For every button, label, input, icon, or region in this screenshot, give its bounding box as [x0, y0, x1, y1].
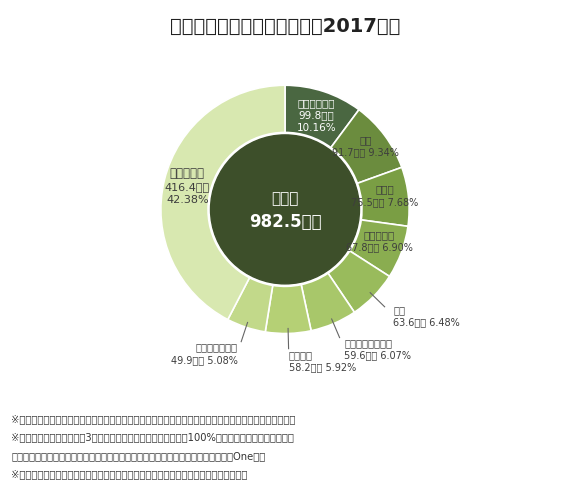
Text: 49.9兆円 5.08%: 49.9兆円 5.08% [170, 355, 237, 365]
Text: 416.4兆円: 416.4兆円 [165, 182, 210, 192]
Text: 58.2兆円 5.92%: 58.2兆円 5.92% [289, 363, 356, 372]
Text: ※その他産業は、全産業の実質国内生産額の合計値から各産業の実質国内生産額を差し引いたものです。: ※その他産業は、全産業の実質国内生産額の合計値から各産業の実質国内生産額を差し引… [11, 414, 296, 424]
Text: 42.38%: 42.38% [166, 196, 209, 205]
Text: 出所：総務省「令和元年　情報通信白書」のデータをもとにアセットマネジメントOne作成: 出所：総務省「令和元年 情報通信白書」のデータをもとにアセットマネジメントOne… [11, 451, 266, 461]
Text: 全産業: 全産業 [271, 191, 299, 206]
Wedge shape [328, 251, 389, 312]
Text: 10.16%: 10.16% [297, 122, 336, 133]
Wedge shape [331, 110, 402, 183]
Text: 情報通信産業: 情報通信産業 [298, 98, 335, 108]
Text: 不動産: 不動産 [376, 185, 394, 195]
Text: 医療・福祉: 医療・福祉 [364, 230, 395, 240]
Text: 63.6兆円 6.48%: 63.6兆円 6.48% [393, 317, 460, 327]
Text: 対個人サービス: 対個人サービス [196, 343, 237, 353]
Wedge shape [228, 278, 273, 332]
Text: 対事業所サービス: 対事業所サービス [344, 338, 392, 348]
Text: 建設: 建設 [393, 305, 405, 315]
Text: ※上記は過去の情報であり、将来の運用成果等を示唆・保証するものではありません。: ※上記は過去の情報であり、将来の運用成果等を示唆・保証するものではありません。 [11, 469, 248, 479]
Wedge shape [265, 285, 311, 334]
Circle shape [210, 135, 360, 284]
Text: 主な産業の実質国内生産額（2017年）: 主な産業の実質国内生産額（2017年） [170, 17, 400, 36]
Wedge shape [350, 220, 408, 276]
Wedge shape [161, 85, 285, 319]
Text: 75.5兆円 7.68%: 75.5兆円 7.68% [351, 197, 418, 207]
Text: 91.7兆円 9.34%: 91.7兆円 9.34% [332, 147, 399, 157]
Text: 59.6兆円 6.07%: 59.6兆円 6.07% [344, 350, 412, 361]
Text: 輸送機械: 輸送機械 [289, 350, 313, 360]
Text: その他産業: その他産業 [170, 167, 205, 179]
Text: 商業: 商業 [360, 135, 372, 145]
Wedge shape [301, 273, 355, 331]
Text: 982.5兆円: 982.5兆円 [249, 213, 321, 231]
Text: 67.8兆円 6.90%: 67.8兆円 6.90% [346, 243, 413, 252]
Wedge shape [285, 85, 359, 147]
Wedge shape [357, 167, 409, 226]
Text: ※産業別比率は、小数点第3位を四捨五入しているため、合計が100%とならない場合があります。: ※産業別比率は、小数点第3位を四捨五入しているため、合計が100%とならない場合… [11, 432, 294, 442]
Text: 99.8兆円: 99.8兆円 [299, 110, 335, 120]
